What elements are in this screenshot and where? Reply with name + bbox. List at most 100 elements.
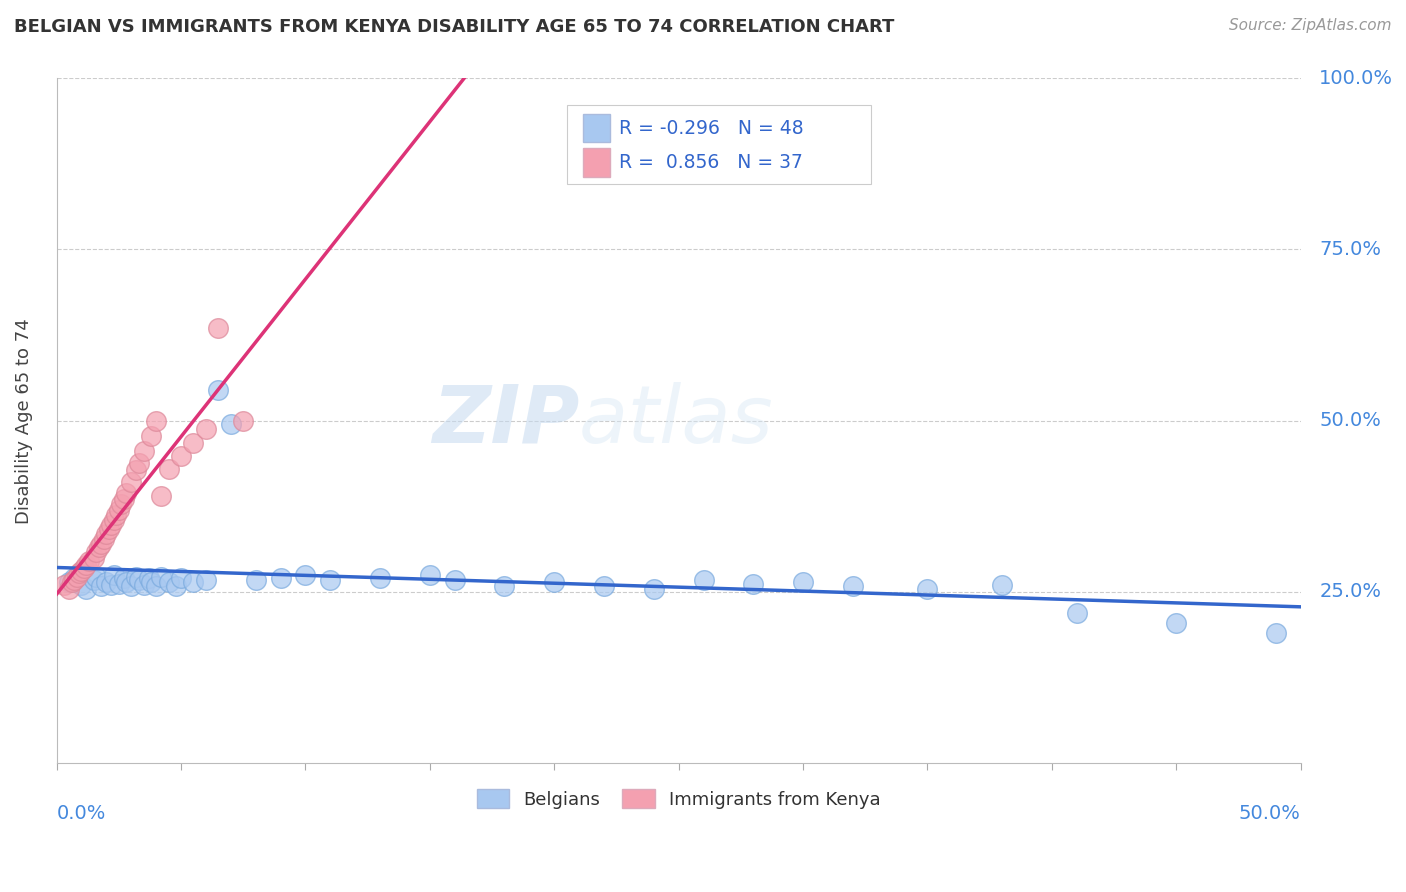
Point [65, 570, 87, 584]
Point [108, 576, 131, 591]
Point [86, 570, 108, 584]
Point [100, 578, 122, 592]
Point [991, 578, 1014, 592]
Point [145, 414, 167, 428]
Point [157, 574, 180, 589]
Text: 100.0%: 100.0% [1319, 69, 1393, 87]
Point [112, 492, 135, 507]
Point [73, 561, 96, 575]
Point [150, 570, 173, 584]
Point [792, 574, 814, 589]
Point [270, 571, 292, 585]
Point [494, 579, 516, 593]
Point [1264, 626, 1286, 640]
Point [207, 383, 229, 397]
Point [219, 417, 242, 431]
Text: 25.0%: 25.0% [1319, 582, 1381, 601]
Point [75, 582, 97, 596]
Point [1166, 615, 1188, 630]
Point [643, 582, 665, 596]
Point [77, 554, 100, 568]
Point [97, 522, 120, 536]
Point [96, 574, 118, 589]
Point [294, 567, 316, 582]
Point [83, 573, 105, 587]
Point [58, 574, 80, 589]
Point [207, 321, 229, 335]
Point [170, 571, 193, 585]
Point [194, 573, 217, 587]
Point [75, 558, 97, 572]
Text: 75.0%: 75.0% [1319, 240, 1381, 259]
Point [100, 517, 122, 532]
Text: Source: ZipAtlas.com: Source: ZipAtlas.com [1229, 18, 1392, 33]
Point [170, 450, 193, 464]
Point [319, 573, 342, 587]
Point [917, 582, 939, 596]
Point [145, 579, 167, 593]
Point [110, 497, 132, 511]
Point [128, 456, 150, 470]
Point [87, 541, 110, 555]
Point [83, 550, 105, 565]
Point [141, 428, 163, 442]
Point [103, 513, 125, 527]
Point [543, 574, 565, 589]
Text: BELGIAN VS IMMIGRANTS FROM KENYA DISABILITY AGE 65 TO 74 CORRELATION CHART: BELGIAN VS IMMIGRANTS FROM KENYA DISABIL… [14, 18, 894, 36]
Point [138, 571, 160, 585]
FancyBboxPatch shape [567, 105, 872, 185]
Text: R =  0.856   N = 37: R = 0.856 N = 37 [619, 153, 803, 172]
Point [120, 475, 142, 490]
Point [115, 485, 138, 500]
Point [125, 570, 148, 584]
Point [58, 582, 80, 596]
Point [593, 579, 616, 593]
Text: 0.0%: 0.0% [56, 805, 105, 823]
Point [60, 574, 83, 589]
Legend: Belgians, Immigrants from Kenya: Belgians, Immigrants from Kenya [470, 782, 887, 816]
Point [93, 532, 115, 546]
Point [132, 578, 155, 592]
Point [105, 508, 128, 523]
Point [194, 422, 217, 436]
Point [742, 576, 765, 591]
Point [67, 566, 90, 580]
Point [842, 579, 865, 593]
Point [70, 578, 93, 592]
FancyBboxPatch shape [583, 148, 610, 177]
Text: 50.0%: 50.0% [1239, 805, 1301, 823]
Y-axis label: Disability Age 65 to 74: Disability Age 65 to 74 [15, 318, 32, 524]
Point [103, 567, 125, 582]
Point [443, 573, 465, 587]
Point [96, 526, 118, 541]
FancyBboxPatch shape [583, 113, 610, 143]
Point [150, 489, 173, 503]
Point [165, 579, 187, 593]
Point [419, 567, 441, 582]
Point [63, 573, 86, 587]
Point [1066, 606, 1088, 620]
Point [108, 502, 131, 516]
Point [53, 578, 76, 592]
Point [183, 574, 205, 589]
Point [125, 463, 148, 477]
Point [115, 574, 138, 589]
Point [90, 579, 112, 593]
Point [245, 573, 267, 587]
Text: 50.0%: 50.0% [1319, 411, 1381, 430]
Point [120, 579, 142, 593]
Text: atlas: atlas [579, 382, 773, 459]
Point [368, 571, 391, 585]
Point [90, 537, 112, 551]
Point [157, 461, 180, 475]
Text: R = -0.296   N = 48: R = -0.296 N = 48 [619, 119, 804, 137]
Point [132, 444, 155, 458]
Text: ZIP: ZIP [432, 382, 579, 459]
Point [141, 574, 163, 589]
Point [70, 565, 93, 579]
Point [63, 571, 86, 585]
Point [183, 435, 205, 450]
Point [128, 573, 150, 587]
Point [112, 571, 135, 585]
Point [86, 545, 108, 559]
